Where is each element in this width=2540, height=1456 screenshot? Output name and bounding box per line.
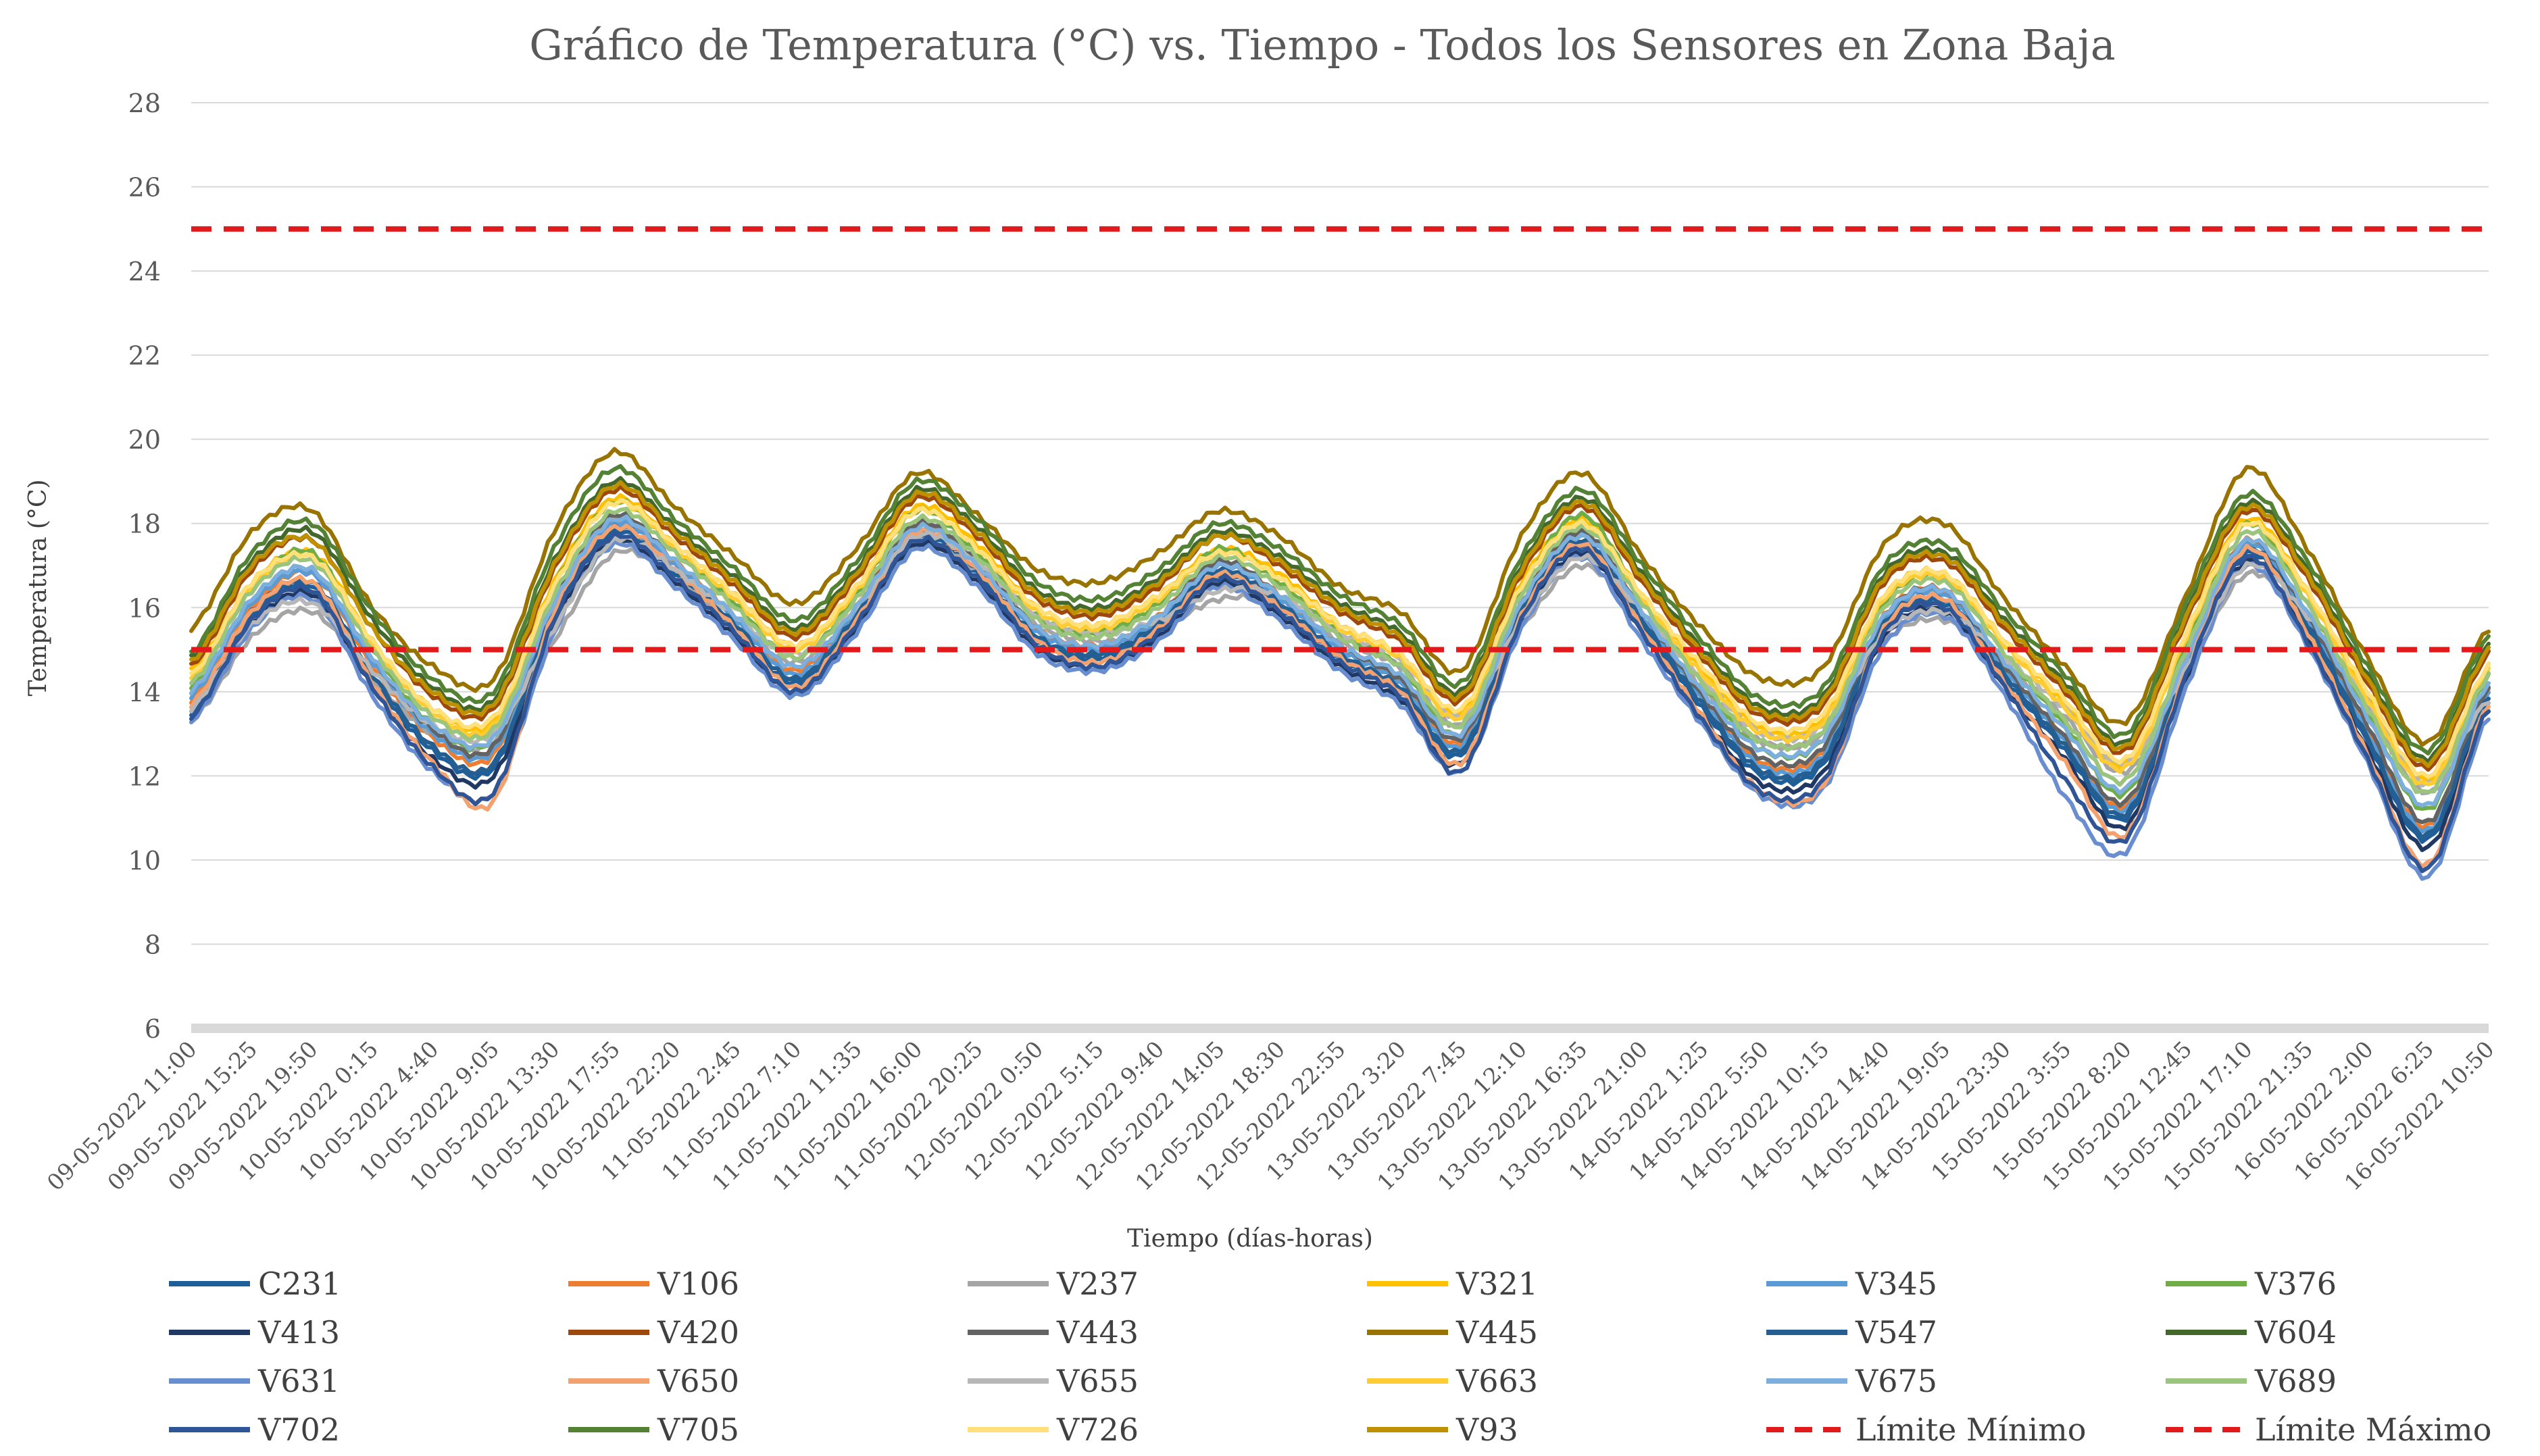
legend-label: V443 xyxy=(1056,1314,1139,1351)
y-tick-label: 12 xyxy=(128,761,161,791)
legend-label: V420 xyxy=(657,1314,739,1351)
legend-label: Límite Mínimo xyxy=(1856,1411,2086,1448)
legend-label: V726 xyxy=(1056,1411,1139,1448)
legend-label: V702 xyxy=(257,1411,340,1448)
legend-label: V106 xyxy=(657,1265,739,1302)
legend-label: V705 xyxy=(657,1411,739,1448)
legend-label: V547 xyxy=(1855,1314,1937,1351)
gridlines xyxy=(191,102,2489,1033)
series-line-v445 xyxy=(189,447,2491,747)
y-tick-label: 24 xyxy=(128,257,161,286)
legend-label: V345 xyxy=(1855,1265,1937,1302)
y-tick-label: 18 xyxy=(128,509,161,539)
series-line-v726 xyxy=(189,497,2491,779)
legend-label: V675 xyxy=(1855,1363,1937,1399)
legend-label: V631 xyxy=(257,1363,340,1399)
y-tick-label: 20 xyxy=(128,425,161,455)
series-line-v650 xyxy=(189,524,2491,869)
series-lines xyxy=(189,447,2491,881)
y-tick-label: 8 xyxy=(145,930,161,959)
y-tick-label: 22 xyxy=(128,341,161,371)
chart-title: Gráfico de Temperatura (°C) vs. Tiempo -… xyxy=(529,20,2116,70)
series-line-v420 xyxy=(189,484,2491,772)
y-tick-label: 16 xyxy=(128,593,161,623)
series-line-v93 xyxy=(189,480,2491,768)
y-tick-label: 28 xyxy=(128,89,161,118)
y-axis-ticks: 6 8 10 12 14 16 18 20 22 24 26 28 xyxy=(128,89,161,1044)
legend-label: V650 xyxy=(657,1363,739,1399)
legend-label: V413 xyxy=(257,1314,340,1351)
y-tick-label: 26 xyxy=(128,173,161,203)
series-line-v705 xyxy=(189,463,2491,756)
legend-label: V689 xyxy=(2254,1363,2337,1399)
y-tick-label: 10 xyxy=(128,846,161,876)
series-line-v702 xyxy=(189,531,2491,874)
legend-label: V376 xyxy=(2254,1265,2337,1302)
legend-label: V663 xyxy=(1455,1363,1538,1399)
y-tick-label: 6 xyxy=(145,1014,161,1044)
x-axis-label: Tiempo (días-horas) xyxy=(1127,1225,1373,1253)
legend-label: V321 xyxy=(1455,1265,1538,1302)
legend: C231 V106 V237 V321 V345 V376 V413 V420 V443 V445… xyxy=(169,1265,2491,1448)
legend-label: V93 xyxy=(1455,1411,1518,1448)
series-line-v413 xyxy=(189,535,2491,853)
series-line-v675 xyxy=(189,514,2491,808)
legend-label: V655 xyxy=(1056,1363,1139,1399)
legend-label: V604 xyxy=(2254,1314,2337,1351)
legend-label: C231 xyxy=(258,1265,341,1302)
y-tick-label: 14 xyxy=(128,678,161,707)
y-axis-label: Temperatura (°C) xyxy=(24,479,52,696)
limit-lines xyxy=(191,226,2489,653)
legend-label: Límite Máximo xyxy=(2255,1411,2491,1448)
legend-label: V237 xyxy=(1056,1265,1139,1302)
legend-label: V445 xyxy=(1455,1314,1538,1351)
series-line-v689 xyxy=(189,506,2491,795)
series-line-v604 xyxy=(189,476,2491,764)
